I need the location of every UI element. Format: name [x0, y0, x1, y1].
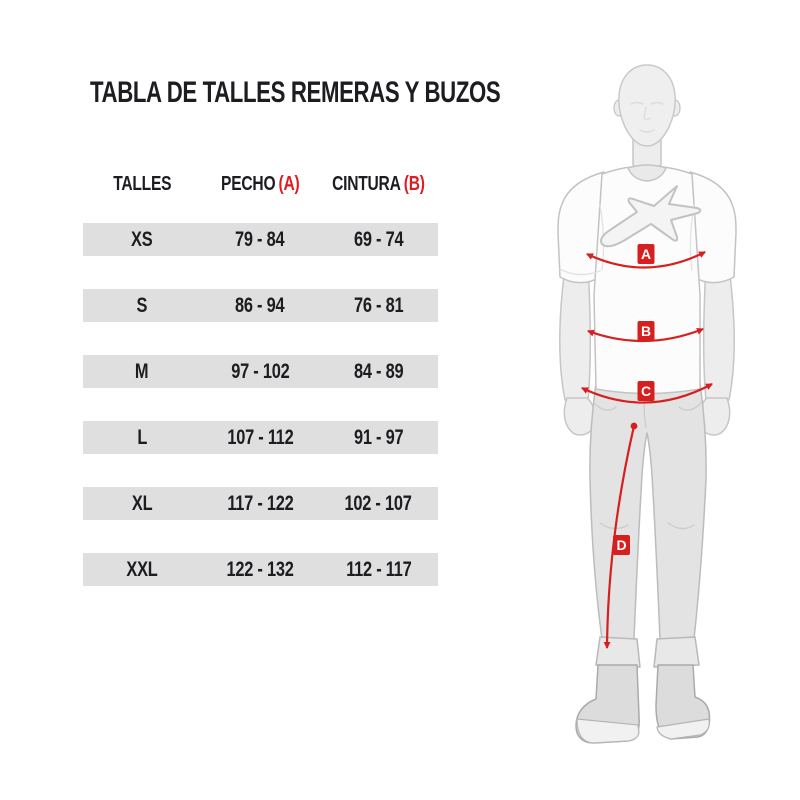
- chest-cell: 117 - 122: [226, 491, 294, 515]
- man-illustration: [557, 64, 737, 744]
- size-cell: XL: [131, 491, 153, 515]
- chest-cell: 97 - 102: [230, 359, 290, 383]
- figure-head: [618, 64, 676, 147]
- chest-cell: 122 - 132: [226, 557, 294, 581]
- size-cell: M: [135, 359, 149, 383]
- chest-measure-line: [586, 251, 706, 269]
- header-chest-ref: (A): [278, 172, 300, 195]
- size-guide-figure: A B C D: [557, 64, 737, 744]
- header-chest-label: PECHO: [220, 172, 276, 195]
- hip-measure-line: [581, 383, 713, 404]
- waist-label-text: B: [641, 323, 651, 339]
- hip-measure-label: C: [637, 381, 655, 401]
- brand-star-logo: [600, 185, 702, 248]
- waist-label-box: [637, 321, 655, 341]
- figure-shirt-torso: [593, 165, 701, 395]
- page-title-text: TABLA DE TALLES REMERAS Y BUZOS: [90, 76, 501, 109]
- chest-cell: 86 - 94: [235, 293, 285, 317]
- waist-cell: 102 - 107: [344, 491, 413, 515]
- chest-cell: 79 - 84: [235, 227, 285, 251]
- table-row-xxl: XXL 122 - 132 112 - 117: [83, 553, 438, 586]
- figure-right-cuff: [653, 636, 700, 668]
- waist-cell: 112 - 117: [345, 557, 412, 581]
- hip-label-box: [637, 381, 655, 401]
- table-row-m: M 97 - 102 84 - 89: [83, 355, 438, 388]
- size-cell: XS: [131, 227, 153, 251]
- hip-label-text: C: [641, 383, 651, 399]
- figure-left-sole: [576, 718, 640, 744]
- waist-cell: 69 - 74: [353, 227, 404, 251]
- table-row-s: S 86 - 94 76 - 81: [83, 289, 438, 322]
- waist-cell: 76 - 81: [353, 293, 404, 317]
- table-row-xl: XL 117 - 122 102 - 107: [83, 487, 438, 520]
- figure-collar: [627, 164, 667, 182]
- header-waist-column: CINTURA (B): [319, 173, 438, 196]
- page-title: TABLA DE TALLES REMERAS Y BUZOS: [90, 76, 645, 110]
- table-row-xs: XS 79 - 84 69 - 74: [83, 223, 438, 256]
- figure-pants-details: [593, 396, 702, 530]
- header-chest-column: PECHO (A): [201, 173, 319, 196]
- figure-left-hand: [563, 397, 597, 436]
- header-waist-ref: (B): [403, 172, 425, 195]
- inseam-measure-label: D: [613, 535, 630, 555]
- chest-cell: 107 - 112: [226, 425, 294, 449]
- size-cell: S: [136, 293, 148, 317]
- figure-left-cuff: [595, 636, 641, 668]
- inseam-label-text: D: [616, 537, 626, 553]
- header-size-column: TALLES: [83, 173, 201, 196]
- table-row-l: L 107 - 112 91 - 97: [83, 421, 438, 454]
- waist-cell: 84 - 89: [353, 359, 404, 383]
- waist-cell: 91 - 97: [353, 425, 404, 449]
- size-cell: L: [137, 425, 147, 449]
- figure-face-lines: [630, 101, 664, 133]
- inseam-label-box: [613, 535, 630, 555]
- chest-label-box: [637, 244, 655, 264]
- chest-label-text: A: [641, 246, 651, 262]
- table-header-row: TALLES PECHO (A) CINTURA (B): [83, 167, 438, 201]
- figure-right-sole: [656, 718, 710, 740]
- header-waist-label: CINTURA: [332, 172, 401, 195]
- waist-measure-label: B: [637, 321, 655, 341]
- size-cell: XXL: [126, 557, 158, 581]
- header-size-label: TALLES: [112, 172, 172, 195]
- figure-pants: [589, 382, 707, 640]
- chest-measure-label: A: [637, 244, 655, 264]
- measurement-overlays: A B C D: [581, 244, 713, 649]
- inseam-start-dot: [630, 422, 638, 430]
- size-table: TALLES PECHO (A) CINTURA (B) XS 79 - 84 69…: [83, 167, 438, 619]
